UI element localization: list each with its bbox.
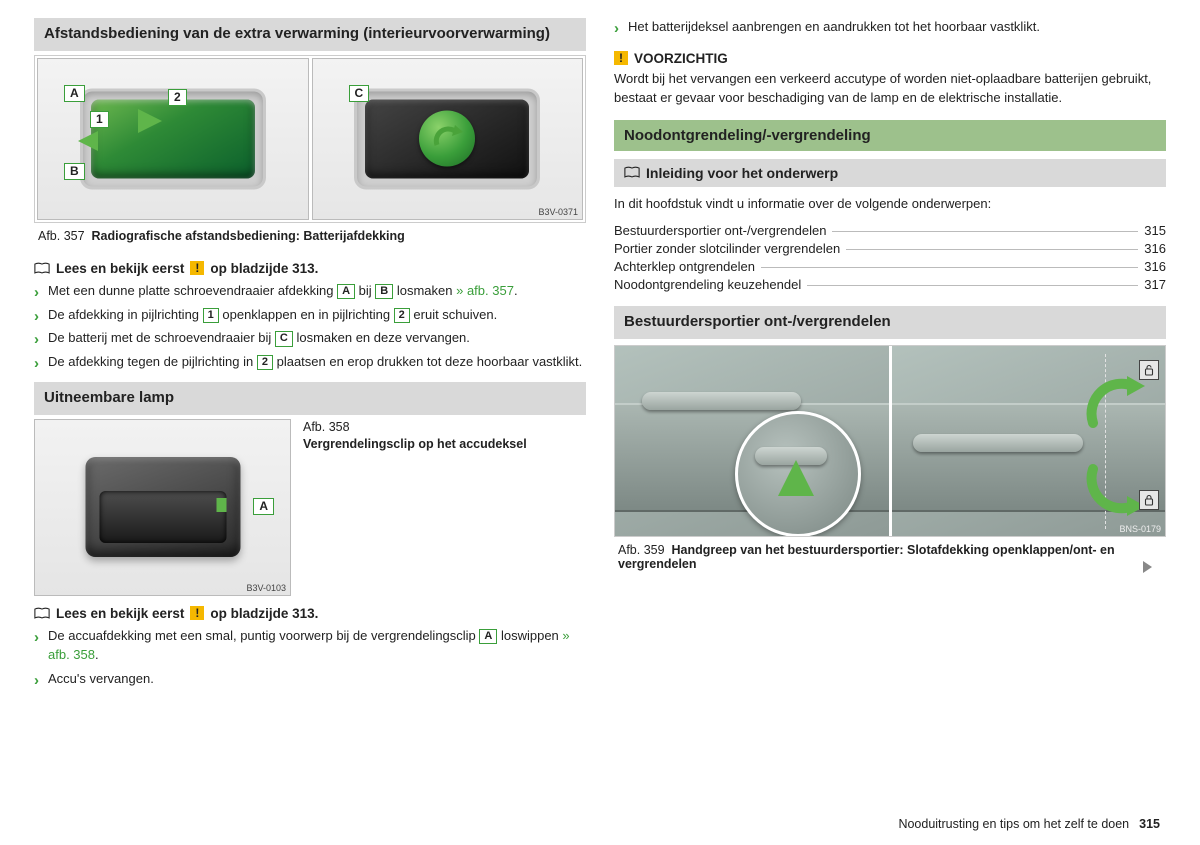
caution-heading: ! VOORZICHTIG (614, 51, 728, 66)
read-first-1: Lees en bekijk eerst ! op bladzijde 313. (34, 261, 586, 276)
page-footer: Nooduitrusting en tips om het zelf te do… (898, 817, 1160, 831)
steps-top-right: Het batterijdeksel aanbrengen en aandruk… (614, 18, 1166, 37)
figure-357-right: C B3V-0371 (312, 58, 584, 220)
toc-item: Bestuurdersportier ont-/vergrendelen315 (614, 223, 1166, 238)
book-icon (624, 166, 640, 179)
caution-body: Wordt bij het vervangen een verkeerd acc… (614, 70, 1166, 108)
step: Accu's vervangen. (34, 670, 586, 689)
figure-357: A B 1 2 C B3V-0371 (34, 55, 586, 223)
callout-B: B (64, 163, 85, 180)
callout-1: 1 (90, 111, 109, 128)
step: De accuafdekking met een smal, puntig vo… (34, 627, 586, 665)
callout-C: C (349, 85, 370, 102)
intro-text: In dit hoofdstuk vindt u informatie over… (614, 195, 1166, 214)
lock-closed-icon (1139, 490, 1159, 510)
continue-icon (1143, 561, 1152, 573)
warn-icon: ! (190, 261, 204, 275)
book-icon (34, 262, 50, 275)
figure-359-left (615, 346, 889, 536)
section-heading-door: Bestuurdersportier ont-/vergrendelen (614, 306, 1166, 339)
callout-A: A (64, 85, 85, 102)
warn-icon: ! (190, 606, 204, 620)
lock-open-icon (1139, 360, 1159, 380)
step: De batterij met de schroevendraaier bij … (34, 329, 586, 348)
section-heading-emergency: Noodontgrendeling/-vergrendeling (614, 120, 1166, 151)
figure-357-left: A B 1 2 (37, 58, 309, 220)
figure-359: BNS-0179 (614, 345, 1166, 537)
steps-lamp: De accuafdekking met een smal, puntig vo… (34, 627, 586, 689)
figure-358-caption: Afb. 358 Vergrendelingsclip op het accud… (303, 419, 527, 454)
step: Het batterijdeksel aanbrengen en aandruk… (614, 18, 1166, 37)
toc-item: Achterklep ontgrendelen316 (614, 259, 1166, 274)
figure-359-right: BNS-0179 (892, 346, 1166, 536)
toc: Bestuurdersportier ont-/vergrendelen315 … (614, 223, 1166, 292)
figure-357-caption: Afb. 357 Radiografische afstandsbedienin… (34, 223, 586, 251)
figure-358: A B3V-0103 (34, 419, 291, 596)
figure-code-359: BNS-0179 (1119, 524, 1161, 534)
step: De afdekking tegen de pijlrichting in 2 … (34, 353, 586, 372)
toc-item: Portier zonder slotcilinder vergrendelen… (614, 241, 1166, 256)
book-icon (34, 607, 50, 620)
step: Met een dunne platte schroevendraaier af… (34, 282, 586, 301)
toc-item: Noodontgrendeling keuzehendel317 (614, 277, 1166, 292)
read-first-2: Lees en bekijk eerst ! op bladzijde 313. (34, 606, 586, 621)
warn-icon: ! (614, 51, 628, 65)
figure-code-357: B3V-0371 (538, 207, 578, 217)
callout-A-lamp: A (253, 498, 274, 515)
section-heading-lamp: Uitneembare lamp (34, 382, 586, 415)
figure-code-358: B3V-0103 (246, 583, 286, 593)
step: De afdekking in pijlrichting 1 openklapp… (34, 306, 586, 325)
callout-2: 2 (168, 89, 187, 106)
steps-remote: Met een dunne platte schroevendraaier af… (34, 282, 586, 372)
section-heading-remote: Afstandsbediening van de extra verwarmin… (34, 18, 586, 51)
subheading-intro: Inleiding voor het onderwerp (614, 159, 1166, 187)
figure-359-caption: Afb. 359 Handgreep van het bestuurderspo… (614, 537, 1166, 579)
